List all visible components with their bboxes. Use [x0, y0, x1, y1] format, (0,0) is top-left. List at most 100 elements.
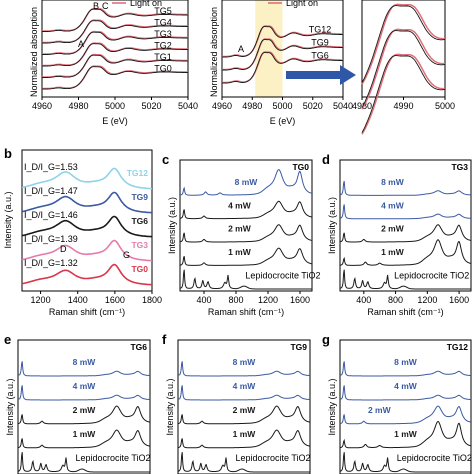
c-series-2-mW: [179, 224, 313, 243]
d-x-axis-label: Raman shift (cm⁻¹): [367, 307, 443, 317]
b-y-axis-label: Intensity (a.u.): [3, 191, 13, 248]
a1-series-TG2-light-on: [42, 42, 188, 67]
f-series-label: 4 mW: [233, 381, 257, 391]
e-series-label: 8 mW: [73, 357, 97, 367]
f-series-label: 8 mW: [233, 357, 257, 367]
a3-zoom-trace: [361, 5, 446, 83]
d-series-label: 4 mW: [381, 200, 405, 210]
panel-a-right-zoom: 4980 4990 5000: [352, 0, 455, 135]
e-series-label: 2 mW: [73, 405, 97, 415]
b-x-tick-label: 1600: [105, 295, 125, 305]
c-panel-letter: c: [162, 152, 169, 167]
a2-series-TG9-light-on: [222, 38, 343, 71]
a3-x-tick-label: 5000: [435, 101, 455, 111]
a1-series-TG4-light-on: [42, 19, 188, 44]
a1-series-label: TG0: [154, 64, 172, 74]
a1-series-label: TG1: [154, 52, 172, 62]
b-ratio-label: I_D/I_G=1.53: [24, 162, 78, 172]
c-panel-title: TG0: [292, 162, 309, 172]
g-series-2-mW: [339, 405, 472, 425]
f-series-1-mW: [177, 429, 311, 449]
g-series-label: 4 mW: [394, 381, 418, 391]
e-series-4-mW: [17, 385, 151, 401]
c-series-label: 8 mW: [235, 177, 259, 187]
b-series-label: TG0: [131, 264, 148, 274]
c-series-1-mW: [179, 247, 313, 266]
a1-series-TG4: [42, 20, 188, 44]
a1-y-axis-label: Normalized absorption: [29, 7, 39, 97]
f-series-label: 1 mW: [233, 429, 257, 439]
b-series-label: TG3: [131, 240, 148, 250]
a2-x-tick-label: 4960: [212, 101, 232, 111]
d-x-tick-label: 800: [388, 295, 403, 305]
b-series-label: TG9: [131, 192, 148, 202]
d-y-axis-label: Intensity (a.u.): [327, 197, 337, 254]
a2-series-TG9: [222, 39, 343, 71]
a2-annotation-A: A: [238, 44, 244, 54]
f-panel-letter: f: [162, 332, 167, 347]
panel-e: Intensity (a.u.) e TG6 8 mW 4 mW 2 mW 1 mW Lepi…: [4, 332, 151, 474]
a1-series-TG0: [42, 66, 188, 90]
e-series-8-mW: [17, 361, 151, 377]
a1-annotation-A: A: [78, 39, 84, 49]
f-y-axis-label: Intensity (a.u.): [165, 378, 175, 435]
g-panel-letter: g: [322, 332, 330, 347]
a1-x-axis-label: E (eV): [102, 116, 128, 126]
g-series-label: 8 mW: [394, 357, 418, 367]
e-y-axis-label: Intensity (a.u.): [5, 378, 15, 435]
b-x-axis-label: Raman shift (cm⁻¹): [49, 307, 125, 317]
c-series-Lepidocrocite-TiO2: [179, 269, 312, 290]
d-panel-title: TG3: [451, 162, 468, 172]
g-series-1-mW: [339, 420, 472, 449]
a1-legend-label: Light on: [130, 0, 162, 8]
a1-x-tick-label: 5020: [141, 101, 161, 111]
b-annotation-G: G: [123, 250, 130, 260]
a1-series-label: TG4: [154, 18, 172, 28]
b-series-TG6: [21, 215, 153, 238]
a3-x-tick-label: 4980: [352, 101, 372, 111]
g-series-Lepidocrocite-TiO2: [339, 452, 471, 473]
panel-a-left: 4960 4980 5000 5020 5040 E (eV) Normalized abs…: [29, 0, 198, 126]
f-series-Lepidocrocite-TiO2: [177, 452, 310, 473]
g-series-8-mW: [339, 361, 472, 377]
c-axes-frame: [179, 159, 313, 292]
b-x-tick-label: 1400: [68, 295, 88, 305]
f-series-label: Lepidocrocite TiO2: [236, 453, 311, 463]
a1-series-label: TG2: [154, 41, 172, 51]
a1-series-TG0-light-on: [42, 65, 188, 90]
a2-x-tick-label: 4980: [242, 101, 262, 111]
c-y-axis-label: Intensity (a.u.): [167, 197, 177, 254]
a1-series-TG3-light-on: [42, 30, 188, 55]
a2-x-tick-label: 5000: [272, 101, 292, 111]
a3-zoom-trace: [361, 30, 446, 108]
e-panel-title: TG6: [130, 342, 147, 352]
a1-x-tick-label: 5000: [105, 101, 125, 111]
a1-series-TG1-light-on: [42, 53, 188, 78]
a2-series-TG6: [222, 52, 343, 84]
a1-series-TG5-light-on: [42, 7, 188, 32]
b-series-TG12: [21, 167, 153, 190]
c-x-tick-label: 400: [196, 295, 211, 305]
b-axes-frame: [21, 149, 153, 292]
d-x-tick-label: 1600: [449, 295, 469, 305]
b-ratio-label: I_D/I_G=1.39: [24, 234, 78, 244]
c-series-label: Lepidocrocite TiO2: [245, 270, 320, 280]
a1-x-tick-label: 5040: [178, 101, 198, 111]
panel-g: Intensity (a.u.) g TG12 8 mW 4 mW 2 mW 1 mW Lep…: [322, 332, 472, 474]
c-x-tick-label: 1600: [290, 295, 310, 305]
d-series-2-mW: [339, 224, 472, 243]
a1-annotation-C: C: [102, 1, 109, 11]
panel-a-middle: 4960 4980 5000 5020 5040 E (eV) Normalized abs…: [209, 0, 353, 126]
a1-series-label: TG3: [154, 29, 172, 39]
b-ratio-label: I_D/I_G=1.32: [24, 258, 78, 268]
f-series-4-mW: [177, 385, 311, 401]
g-y-axis-label: Intensity (a.u.): [327, 378, 337, 435]
f-series-8-mW: [177, 361, 311, 377]
a1-series-TG2: [42, 43, 188, 67]
c-series-label: 2 mW: [228, 224, 252, 234]
b-x-tick-label: 1200: [31, 295, 51, 305]
e-axes-frame: [17, 339, 151, 474]
d-panel-letter: d: [322, 152, 330, 167]
a2-series-label: TG9: [311, 38, 329, 48]
panel-c: 400 800 1200 1600 Raman shift (cm⁻¹) Intensit…: [162, 152, 320, 317]
